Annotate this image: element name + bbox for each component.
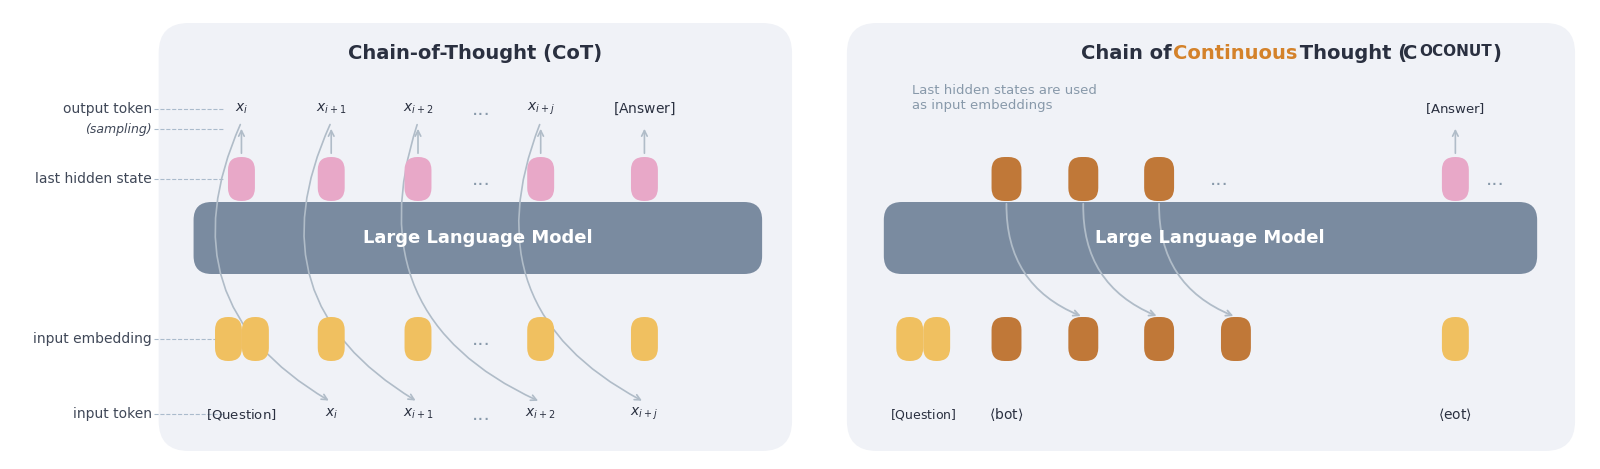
Text: $\langle\mathrm{eot}\rangle$: $\langle\mathrm{eot}\rangle$ [1438, 406, 1472, 423]
FancyBboxPatch shape [318, 157, 344, 201]
Text: $x_{i+2}$: $x_{i+2}$ [403, 102, 434, 116]
FancyBboxPatch shape [1221, 317, 1251, 361]
Text: $[\mathrm{Answer}]$: $[\mathrm{Answer}]$ [613, 101, 675, 117]
FancyBboxPatch shape [923, 317, 950, 361]
Text: $x_{i+j}$: $x_{i+j}$ [526, 101, 555, 117]
FancyBboxPatch shape [528, 157, 554, 201]
Text: $x_{i+j}$: $x_{i+j}$ [630, 406, 658, 422]
Text: last hidden state: last hidden state [35, 172, 152, 186]
Text: $x_{i+1}$: $x_{i+1}$ [403, 407, 434, 421]
FancyBboxPatch shape [1442, 317, 1469, 361]
FancyBboxPatch shape [405, 317, 432, 361]
FancyBboxPatch shape [318, 317, 344, 361]
Text: Thought (: Thought ( [1293, 44, 1406, 63]
FancyBboxPatch shape [1069, 317, 1098, 361]
Text: Large Language Model: Large Language Model [1094, 229, 1325, 247]
Text: ): ) [1493, 44, 1501, 63]
FancyBboxPatch shape [1144, 317, 1174, 361]
FancyBboxPatch shape [1144, 157, 1174, 201]
Text: ...: ... [1210, 169, 1229, 189]
FancyBboxPatch shape [630, 317, 658, 361]
FancyBboxPatch shape [242, 317, 269, 361]
FancyBboxPatch shape [896, 317, 923, 361]
Text: ...: ... [1486, 169, 1504, 189]
Text: ...: ... [472, 169, 490, 189]
Text: $[\mathrm{Answer}]$: $[\mathrm{Answer}]$ [1426, 101, 1485, 116]
FancyBboxPatch shape [630, 157, 658, 201]
FancyBboxPatch shape [405, 157, 432, 201]
Text: $x_i$: $x_i$ [325, 407, 338, 421]
Text: $\langle\mathrm{bot}\rangle$: $\langle\mathrm{bot}\rangle$ [989, 406, 1024, 423]
Text: $[\mathrm{Question}]$: $[\mathrm{Question}]$ [891, 407, 957, 422]
Text: Continuous: Continuous [1173, 44, 1298, 63]
Text: Last hidden states are used
as input embeddings: Last hidden states are used as input emb… [912, 84, 1096, 112]
Text: Large Language Model: Large Language Model [363, 229, 592, 247]
Text: Chain of: Chain of [1082, 44, 1179, 63]
FancyBboxPatch shape [846, 23, 1574, 451]
Text: OCONUT: OCONUT [1419, 44, 1493, 59]
FancyBboxPatch shape [992, 157, 1021, 201]
FancyBboxPatch shape [214, 317, 242, 361]
FancyBboxPatch shape [158, 23, 792, 451]
Text: C: C [1403, 44, 1418, 63]
Text: input token: input token [72, 407, 152, 421]
Text: $x_{i+1}$: $x_{i+1}$ [315, 102, 347, 116]
FancyBboxPatch shape [528, 317, 554, 361]
Text: Chain-of-Thought (CoT): Chain-of-Thought (CoT) [347, 44, 602, 63]
FancyBboxPatch shape [883, 202, 1538, 274]
Text: output token: output token [62, 102, 152, 116]
Text: (sampling): (sampling) [85, 122, 152, 136]
FancyBboxPatch shape [992, 317, 1021, 361]
Text: $x_i$: $x_i$ [235, 102, 248, 116]
Text: $x_{i+2}$: $x_{i+2}$ [525, 407, 555, 421]
FancyBboxPatch shape [227, 157, 254, 201]
Text: ...: ... [472, 99, 490, 119]
FancyBboxPatch shape [194, 202, 762, 274]
Text: ...: ... [472, 330, 490, 348]
FancyBboxPatch shape [1069, 157, 1098, 201]
Text: $[\mathrm{Question}]$: $[\mathrm{Question}]$ [206, 407, 277, 422]
FancyBboxPatch shape [1442, 157, 1469, 201]
Text: input embedding: input embedding [34, 332, 152, 346]
Text: ...: ... [472, 404, 490, 424]
